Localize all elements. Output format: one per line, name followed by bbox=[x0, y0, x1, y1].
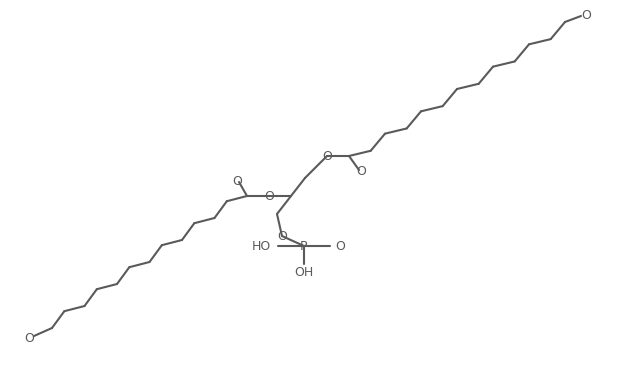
Text: O: O bbox=[277, 229, 287, 242]
Text: O: O bbox=[335, 239, 345, 252]
Text: O: O bbox=[24, 332, 34, 344]
Text: O: O bbox=[322, 149, 332, 162]
Text: HO: HO bbox=[252, 239, 271, 252]
Text: OH: OH bbox=[294, 266, 313, 279]
Text: P: P bbox=[300, 239, 308, 252]
Text: O: O bbox=[581, 9, 591, 21]
Text: O: O bbox=[264, 189, 274, 202]
Text: O: O bbox=[356, 165, 366, 178]
Text: O: O bbox=[232, 175, 242, 188]
